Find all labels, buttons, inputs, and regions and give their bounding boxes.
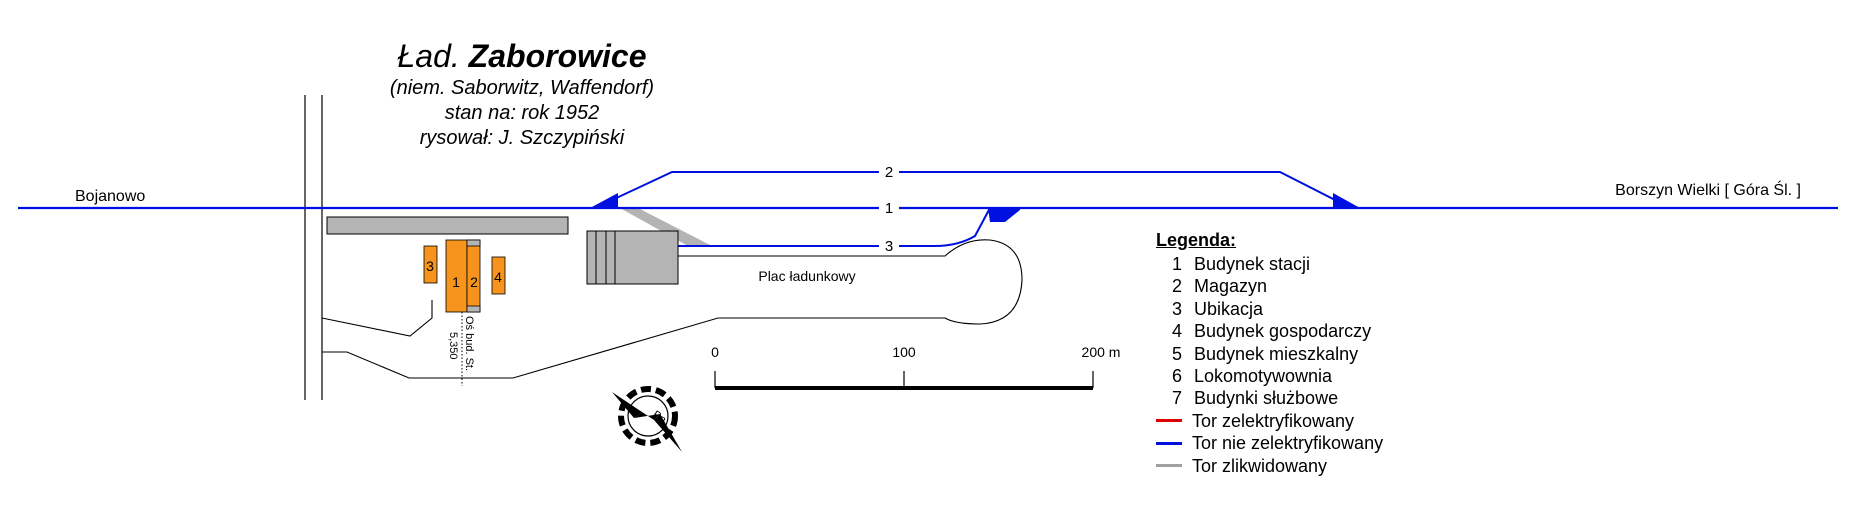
legend-item-label: Ubikacja	[1194, 298, 1264, 319]
legend-line-item: Tor nie zelektryfikowany	[1156, 432, 1383, 454]
building-4-label: 4	[494, 269, 502, 285]
loading-yard-outline	[322, 239, 1023, 379]
legend-line-swatch	[1156, 419, 1182, 423]
legend-line-label: Tor nie zelektryfikowany	[1192, 433, 1384, 454]
subtitle-author: rysował: J. Szczypiński	[419, 127, 625, 149]
platform	[326, 216, 569, 235]
switch-track-3	[988, 208, 1020, 222]
legend-item-label: Budynek stacji	[1194, 254, 1311, 274]
direction-east: Borszyn Wielki [ Góra Śl. ]	[1615, 180, 1801, 199]
legend-item: 4 Budynek gospodarczy	[1156, 320, 1383, 342]
track-2-label: 2	[885, 164, 893, 181]
subtitle-state-date: stan na: rok 1952	[444, 102, 600, 124]
track-2-label-bg	[879, 162, 899, 181]
legend-item-number: 4	[1172, 321, 1183, 342]
title-prefix: Ład.	[397, 38, 460, 74]
legend-item-number: 3	[1172, 298, 1183, 319]
legend-item: 6 Lokomotywownia	[1156, 365, 1383, 387]
switch-east	[1333, 193, 1360, 208]
track-1-label: 1	[885, 200, 893, 217]
legend-item-number: 2	[1172, 276, 1183, 297]
legend-item-label: Magazyn	[1194, 276, 1268, 297]
legend-line-label: Tor zlikwidowany	[1192, 455, 1328, 476]
station-axis-label: Oś bud. St.	[463, 316, 475, 371]
legend-line-list: Tor zelektryfikowany Tor nie zelektryfiko…	[1156, 410, 1383, 477]
legend-numbered-list: 1 Budynek stacji 2 Magazyn 3 Ubikacja 4 Budynek…	[1156, 253, 1383, 410]
title-name: Zaborowice	[468, 38, 647, 74]
legend-line-label: Tor zelektryfikowany	[1192, 410, 1355, 431]
station-title: Ład. Zaborowice	[290, 38, 754, 75]
legend-title: Legenda:	[1156, 230, 1237, 250]
legend-item-number: 6	[1172, 365, 1183, 386]
track-1-label-bg	[879, 198, 899, 217]
building-3	[423, 245, 438, 284]
legend-item-label: Budynki służbowe	[1194, 388, 1339, 409]
direction-west: Bojanowo	[75, 188, 145, 205]
building-2-ramp-top	[466, 239, 481, 247]
legend: Legenda: 1 Budynek stacji 2 Magazyn 3 Ubikacj…	[1156, 230, 1383, 477]
legend-item-label: Budynek mieszkalny	[1194, 343, 1359, 364]
loading-area-label: Plac ładunkowy	[758, 268, 855, 284]
legend-item-label: Budynek gospodarczy	[1194, 321, 1372, 342]
legend-item: 7 Budynki służbowe	[1156, 387, 1383, 409]
track-3	[640, 207, 991, 247]
subtitle-german-names: (niem. Saborwitz, Waffendorf)	[389, 77, 655, 99]
building-3-label: 3	[426, 258, 434, 274]
dismantled-track	[620, 208, 712, 246]
legend-line-swatch	[1156, 441, 1182, 445]
station-axis-km: 5,350	[447, 332, 459, 360]
legend-item-number: 5	[1172, 343, 1183, 364]
legend-line-item: Tor zelektryfikowany	[1156, 410, 1383, 432]
legend-item-number: 1	[1172, 254, 1183, 274]
legend-item: 3 Ubikacja	[1156, 298, 1383, 320]
scale-label-200: 200 m	[1082, 344, 1121, 360]
access-road	[321, 300, 433, 337]
track-2	[594, 171, 1359, 209]
legend-item-label: Lokomotywownia	[1194, 365, 1333, 386]
building-4	[491, 256, 506, 295]
track-3-label: 3	[885, 238, 893, 255]
scale-label-0: 0	[711, 344, 719, 360]
track-3-label-bg	[879, 236, 899, 255]
legend-item: 1 Budynek stacji	[1156, 253, 1383, 275]
legend-item: 5 Budynek mieszkalny	[1156, 343, 1383, 365]
building-2-label: 2	[470, 274, 478, 290]
building-2-ramp-bottom	[466, 305, 481, 313]
switch-west	[590, 193, 618, 208]
legend-item-number: 7	[1172, 388, 1183, 409]
legend-line-item: Tor zlikwidowany	[1156, 455, 1383, 477]
compass-icon: Pn	[612, 386, 682, 452]
building-1-label: 1	[452, 274, 460, 290]
warehouse	[586, 230, 616, 285]
legend-line-swatch	[1156, 464, 1182, 468]
legend-item: 2 Magazyn	[1156, 275, 1383, 297]
scale-label-100: 100	[892, 344, 916, 360]
